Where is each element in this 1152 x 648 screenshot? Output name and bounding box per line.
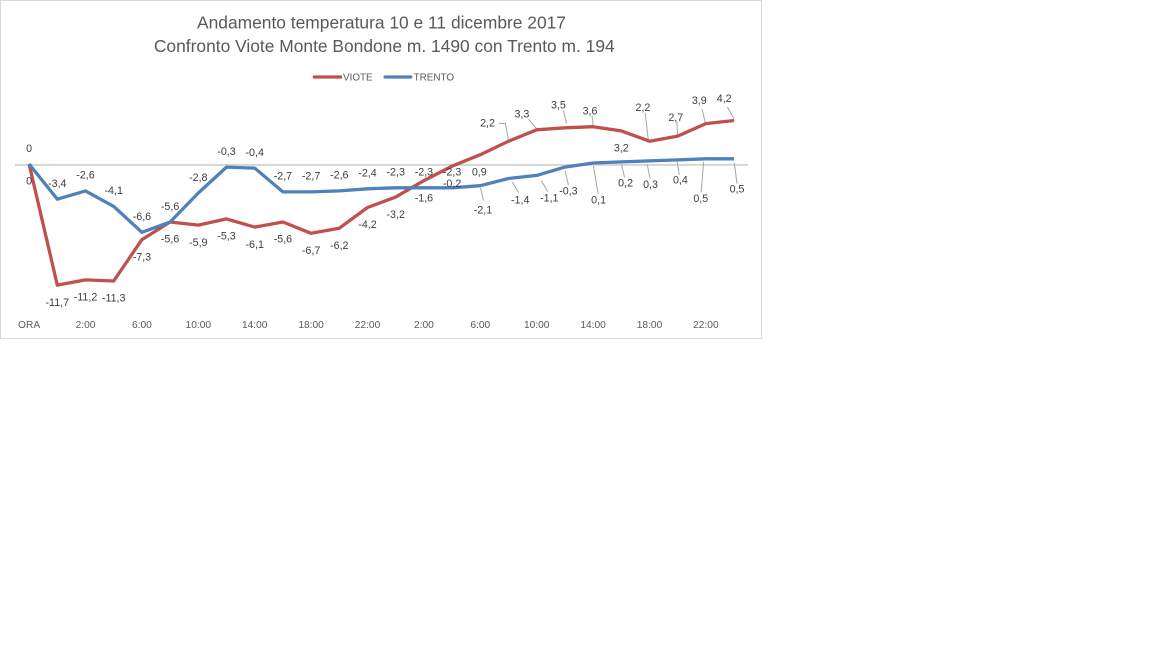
svg-text:0: 0 — [26, 143, 32, 155]
svg-text:0: 0 — [26, 176, 32, 188]
svg-text:2,2: 2,2 — [480, 118, 495, 130]
svg-text:-7,3: -7,3 — [133, 251, 151, 263]
svg-text:-11,2: -11,2 — [74, 292, 98, 304]
svg-text:-5,6: -5,6 — [161, 201, 179, 213]
svg-text:0,5: 0,5 — [730, 184, 745, 196]
svg-text:-11,7: -11,7 — [46, 297, 70, 309]
svg-text:-2,6: -2,6 — [330, 170, 348, 182]
svg-text:3,2: 3,2 — [614, 143, 629, 155]
svg-text:2,7: 2,7 — [668, 112, 683, 124]
svg-text:0,2: 0,2 — [618, 177, 633, 189]
svg-text:-2,3: -2,3 — [443, 167, 461, 179]
svg-text:-6,1: -6,1 — [245, 239, 263, 251]
svg-text:18:00: 18:00 — [637, 320, 663, 331]
svg-text:14:00: 14:00 — [242, 320, 268, 331]
svg-text:2:00: 2:00 — [76, 320, 96, 331]
svg-text:-5,9: -5,9 — [189, 237, 207, 249]
svg-text:0,1: 0,1 — [591, 195, 606, 207]
svg-text:10:00: 10:00 — [186, 320, 212, 331]
svg-text:18:00: 18:00 — [298, 320, 324, 331]
svg-text:-5,6: -5,6 — [161, 234, 179, 246]
svg-text:-0,4: -0,4 — [245, 147, 263, 159]
svg-text:3,9: 3,9 — [692, 95, 707, 107]
svg-text:-5,3: -5,3 — [217, 231, 235, 243]
svg-text:-2,1: -2,1 — [474, 204, 492, 216]
svg-text:4,2: 4,2 — [717, 93, 732, 105]
svg-text:VIOTE: VIOTE — [343, 72, 373, 83]
svg-text:-6,2: -6,2 — [330, 240, 348, 252]
svg-text:-3,2: -3,2 — [386, 209, 404, 221]
svg-text:-2,7: -2,7 — [302, 171, 320, 183]
svg-text:3,6: 3,6 — [583, 105, 598, 117]
svg-text:-3,4: -3,4 — [48, 178, 66, 190]
svg-text:-0,2: -0,2 — [443, 178, 461, 190]
svg-text:-0,3: -0,3 — [559, 185, 577, 197]
svg-text:0,5: 0,5 — [693, 193, 708, 205]
svg-text:Confronto Viote Monte Bondone: Confronto Viote Monte Bondone m. 1490 co… — [154, 36, 615, 56]
svg-text:-6,6: -6,6 — [133, 211, 151, 223]
svg-text:10:00: 10:00 — [524, 320, 550, 331]
svg-text:-5,6: -5,6 — [274, 234, 292, 246]
svg-text:-2,3: -2,3 — [415, 167, 433, 179]
svg-text:22:00: 22:00 — [355, 320, 381, 331]
svg-text:14:00: 14:00 — [580, 320, 606, 331]
svg-text:TRENTO: TRENTO — [414, 72, 455, 83]
svg-text:-11,3: -11,3 — [102, 293, 126, 305]
svg-text:-1,4: -1,4 — [511, 195, 529, 207]
svg-text:ORA: ORA — [18, 320, 40, 331]
svg-text:Andamento temperatura 10 e 11: Andamento temperatura 10 e 11 dicembre 2… — [197, 13, 566, 33]
svg-text:-2,7: -2,7 — [274, 171, 292, 183]
svg-text:-2,6: -2,6 — [76, 170, 94, 182]
svg-text:22:00: 22:00 — [693, 320, 719, 331]
svg-text:-1,1: -1,1 — [540, 193, 558, 205]
svg-text:2,2: 2,2 — [635, 102, 650, 114]
svg-text:-2,3: -2,3 — [386, 167, 404, 179]
svg-text:6:00: 6:00 — [470, 320, 490, 331]
svg-text:0,3: 0,3 — [643, 179, 658, 191]
svg-text:-2,4: -2,4 — [358, 168, 376, 180]
svg-text:2:00: 2:00 — [414, 320, 434, 331]
svg-text:-6,7: -6,7 — [302, 245, 320, 257]
svg-text:3,3: 3,3 — [514, 109, 529, 121]
svg-text:0,4: 0,4 — [673, 175, 688, 187]
svg-text:-1,6: -1,6 — [415, 192, 433, 204]
svg-text:0,9: 0,9 — [472, 166, 487, 178]
svg-text:-0,3: -0,3 — [217, 146, 235, 158]
svg-text:3,5: 3,5 — [551, 100, 566, 112]
svg-text:-4,1: -4,1 — [104, 185, 122, 197]
svg-text:-4,2: -4,2 — [358, 219, 376, 231]
svg-text:-2,8: -2,8 — [189, 172, 207, 184]
svg-text:6:00: 6:00 — [132, 320, 152, 331]
